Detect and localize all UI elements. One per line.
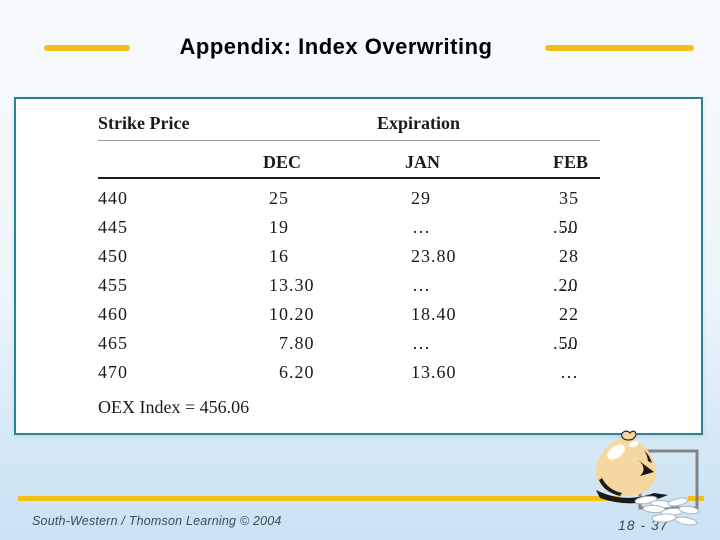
jan-cell: … bbox=[412, 275, 431, 295]
feb-cell: … bbox=[560, 362, 579, 382]
strike-cell: 440 bbox=[98, 188, 128, 208]
expiration-header: Expiration bbox=[377, 113, 461, 133]
column-header-jan: JAN bbox=[405, 152, 440, 172]
dec-cell: 25 bbox=[269, 188, 289, 208]
title-accent-line-right bbox=[545, 45, 694, 51]
jan-cell: 29 bbox=[411, 188, 431, 208]
feb-cell: … bbox=[560, 275, 579, 295]
feb-cell: 22.50 bbox=[553, 304, 579, 353]
footer-credit: South-Western / Thomson Learning © 2004 bbox=[32, 514, 282, 528]
column-header-dec: DEC bbox=[263, 152, 302, 172]
money-bag-clipart bbox=[594, 430, 709, 532]
title-accent-line-left bbox=[44, 45, 130, 51]
dec-cell: 7.80 bbox=[279, 333, 315, 353]
strike-cell: 450 bbox=[98, 246, 128, 266]
slide-title: Appendix: Index Overwriting bbox=[179, 34, 493, 59]
option-price-table: Strike Price Expiration DEC JAN FEB 440 2… bbox=[98, 99, 600, 418]
oex-index-note: OEX Index = 456.06 bbox=[98, 397, 250, 417]
table-row: 470 6.20 13.60 … bbox=[98, 358, 600, 387]
feb-cell: … bbox=[560, 333, 579, 353]
strike-price-header: Strike Price bbox=[98, 113, 190, 133]
table-column-header-row: DEC JAN FEB bbox=[98, 141, 600, 179]
dec-cell: 10.20 bbox=[269, 304, 315, 324]
jan-cell: 23.80 bbox=[411, 246, 457, 266]
strike-cell: 445 bbox=[98, 217, 128, 237]
strike-cell: 455 bbox=[98, 275, 128, 295]
dec-cell: 19 bbox=[269, 217, 289, 237]
table-group-header-row: Strike Price Expiration bbox=[98, 99, 600, 141]
table-row: 465 7.80 … … bbox=[98, 329, 600, 358]
dec-cell: 6.20 bbox=[279, 362, 315, 382]
feb-cell: … bbox=[560, 217, 579, 237]
table-row: 450 16 23.80 28.20 bbox=[98, 242, 600, 295]
dec-cell: 13.30 bbox=[269, 275, 315, 295]
footer-divider-line bbox=[18, 496, 620, 501]
strike-cell: 470 bbox=[98, 362, 128, 382]
feb-cell: 28.20 bbox=[553, 246, 579, 295]
dec-cell: 16 bbox=[269, 246, 289, 266]
table-row: 455 13.30 … … bbox=[98, 271, 600, 300]
option-price-table-panel: Strike Price Expiration DEC JAN FEB 440 2… bbox=[14, 97, 703, 435]
jan-cell: … bbox=[412, 217, 431, 237]
column-header-blank bbox=[98, 151, 263, 174]
feb-cell: 35.50 bbox=[553, 188, 579, 237]
table-body: 440 25 29 35.50 445 19 … … 450 16 23.80 28.20 455 13.… bbox=[98, 184, 600, 387]
money-bag-icon bbox=[595, 430, 700, 526]
jan-cell: 13.60 bbox=[411, 362, 457, 382]
jan-cell: … bbox=[412, 333, 431, 353]
strike-cell: 465 bbox=[98, 333, 128, 353]
table-row: 445 19 … … bbox=[98, 213, 600, 242]
table-row: 460 10.20 18.40 22.50 bbox=[98, 300, 600, 353]
strike-cell: 460 bbox=[98, 304, 128, 324]
column-header-feb: FEB bbox=[553, 152, 589, 172]
table-row: 440 25 29 35.50 bbox=[98, 184, 600, 237]
jan-cell: 18.40 bbox=[411, 304, 457, 324]
